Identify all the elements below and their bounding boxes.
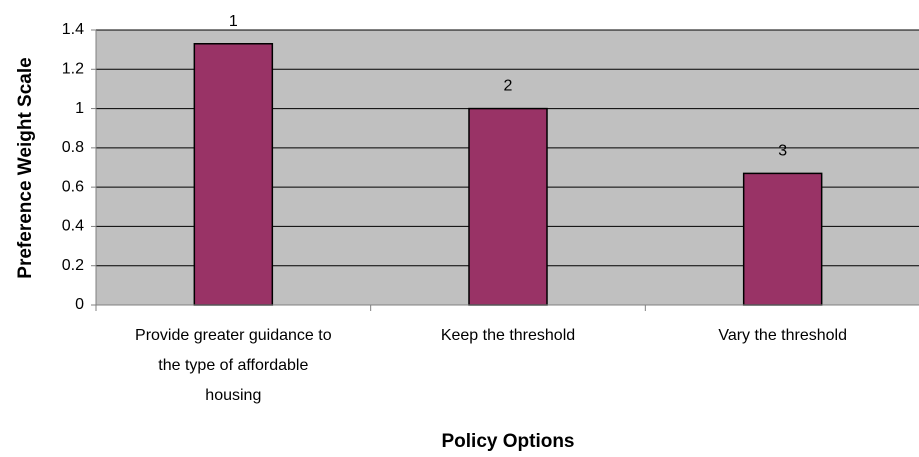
y-tick-label: 0.2 [62,257,84,274]
y-ticks: 0 0.2 0.4 0.6 0.8 1 1.2 1.4 [62,21,96,313]
y-tick-label: 1.2 [62,61,84,78]
bar [193,43,274,306]
data-label: 1 [229,13,238,30]
x-tick-label: Keep the threshold [441,327,575,344]
x-tick-label: the type of affordable [158,357,308,374]
x-ticks [95,305,646,311]
x-tick-label: Vary the threshold [718,327,847,344]
x-tick-label: housing [205,387,261,404]
bar [468,107,548,306]
bar [742,172,823,306]
data-label: 3 [778,142,787,159]
y-tick-label: 0.6 [62,178,84,195]
data-labels: 1 2 3 [229,13,787,160]
category-labels: Provide greater guidance to the type of a… [135,327,847,404]
x-tick-label: Provide greater guidance to [135,327,332,344]
data-label: 2 [504,78,513,95]
x-axis-title: Policy Options [441,431,574,452]
y-tick-label: 0 [75,296,84,313]
y-tick-label: 0.4 [62,218,84,235]
y-tick-label: 1.4 [62,21,84,38]
y-tick-label: 1 [75,100,84,117]
y-tick-label: 0.8 [62,139,84,156]
y-axis-title: Preference Weight Scale [15,57,36,278]
